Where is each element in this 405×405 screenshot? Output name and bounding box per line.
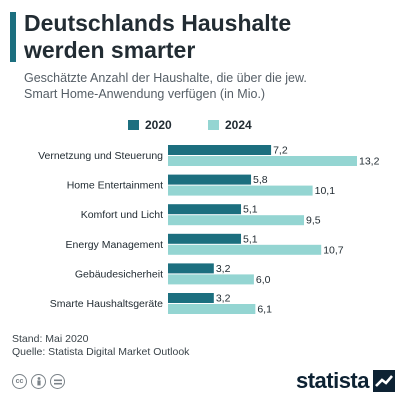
- title-line-2: werden smarter: [24, 37, 196, 63]
- value-label-2020-smarte-haushaltsger-te: 3,2: [216, 293, 231, 305]
- source-text: Quelle: Statista Digital Market Outlook: [12, 346, 190, 358]
- title-accent-bar: [10, 12, 16, 62]
- bar-2024-vernetzung-und-steuerung: [168, 156, 357, 166]
- bar-2020-vernetzung-und-steuerung: [168, 145, 272, 155]
- category-label-smarte-haushaltsger-te: Smarte Haushaltsgeräte: [50, 298, 163, 310]
- legend-item-2020: 2020: [128, 117, 172, 133]
- value-label-2024-komfort-und-licht: 9,5: [306, 215, 321, 227]
- statista-mark-icon: [373, 370, 395, 392]
- bar-2020-geb-udesicherheit: [168, 263, 214, 274]
- bar-2020-home-entertainment: [168, 174, 252, 185]
- legend-item-2024: 2024: [208, 117, 252, 133]
- legend-label-2020: 2020: [145, 118, 172, 132]
- equals-icon[interactable]: [50, 374, 65, 389]
- legend-label-2024: 2024: [225, 118, 252, 132]
- category-label-vernetzung-und-steuerung: Vernetzung und Steuerung: [38, 150, 163, 162]
- attribution-icon[interactable]: [31, 374, 46, 389]
- category-label-home-entertainment: Home Entertainment: [67, 180, 163, 192]
- legend-swatch-2020: [128, 120, 139, 130]
- bar-2024-komfort-und-licht: [168, 215, 305, 226]
- subtitle-line-1: Geschätzte Anzahl der Haushalte, die übe…: [24, 71, 307, 85]
- license-icons: cc: [12, 374, 65, 389]
- chart-subtitle: Geschätzte Anzahl der Haushalte, die übe…: [24, 70, 394, 102]
- value-label-2020-vernetzung-und-steuerung: 7,2: [273, 145, 288, 157]
- brand-name: statista: [295, 368, 370, 393]
- category-label-energy-management: Energy Management: [66, 239, 164, 251]
- value-label-2020-energy-management: 5,1: [243, 233, 258, 245]
- value-label-2020-geb-udesicherheit: 3,2: [216, 263, 231, 275]
- value-label-2024-smarte-haushaltsger-te: 6,1: [257, 304, 272, 316]
- category-label-geb-udesicherheit: Gebäudesicherheit: [75, 268, 163, 280]
- value-label-2024-vernetzung-und-steuerung: 13,2: [359, 156, 380, 168]
- value-label-2020-komfort-und-licht: 5,1: [243, 204, 258, 216]
- bar-2020-komfort-und-licht: [168, 204, 242, 215]
- legend-swatch-2024: [208, 120, 219, 130]
- value-label-2024-energy-management: 10,7: [323, 244, 344, 256]
- footer-note: Stand: Mai 2020 Quelle: Statista Digital…: [12, 333, 312, 359]
- bar-2020-smarte-haushaltsger-te: [168, 293, 214, 303]
- chart-title: Deutschlands Haushalte werden smarter: [24, 10, 394, 64]
- chart-legend: 2020 2024: [0, 117, 405, 133]
- bar-chart: Vernetzung und Steuerung 7,2 13,2 Home Ente…: [38, 145, 380, 316]
- bar-2024-smarte-haushaltsger-te: [168, 304, 256, 314]
- bar-2024-energy-management: [168, 244, 322, 255]
- bar-2024-home-entertainment: [168, 185, 313, 196]
- value-label-2024-geb-udesicherheit: 6,0: [256, 274, 271, 286]
- stand-text: Stand: Mai 2020: [12, 333, 89, 345]
- title-line-1: Deutschlands Haushalte: [24, 10, 292, 36]
- bar-2020-energy-management: [168, 233, 242, 244]
- statista-logo[interactable]: statista: [296, 368, 395, 394]
- value-label-2024-home-entertainment: 10,1: [315, 185, 336, 197]
- value-label-2020-home-entertainment: 5,8: [253, 174, 268, 186]
- subtitle-line-2: Smart Home-Anwendung verfügen (in Mio.): [24, 87, 266, 101]
- category-label-komfort-und-licht: Komfort und Licht: [81, 209, 163, 221]
- cc-icon[interactable]: cc: [12, 374, 27, 389]
- bar-2024-geb-udesicherheit: [168, 274, 254, 285]
